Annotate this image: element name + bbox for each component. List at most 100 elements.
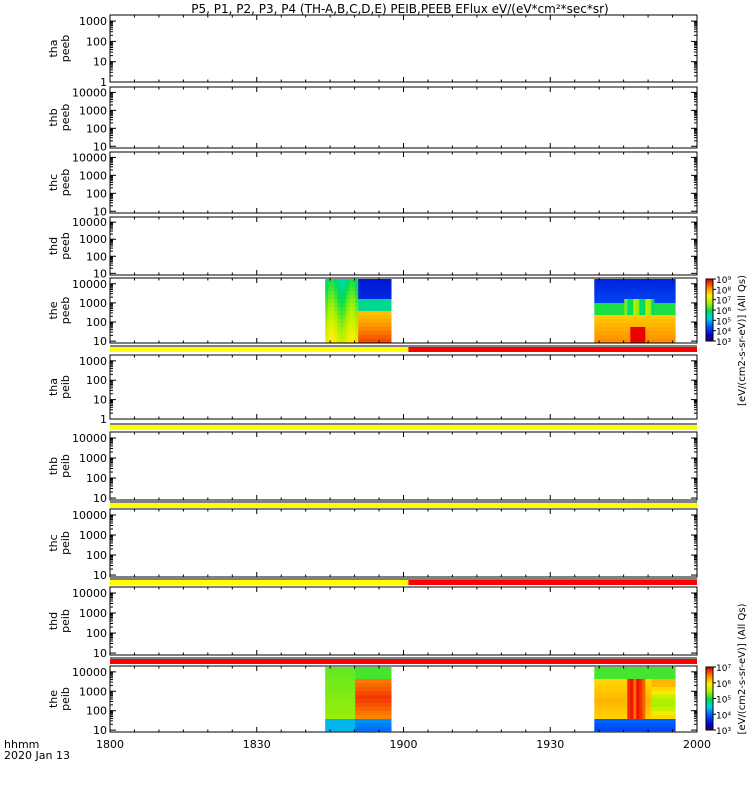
heat-cell xyxy=(597,331,601,336)
heat-cell xyxy=(382,667,386,672)
heat-cell xyxy=(672,331,676,336)
heat-cell xyxy=(343,695,347,700)
heat-cell xyxy=(621,279,625,284)
heat-cell xyxy=(630,339,634,344)
ytick-label: 10000 xyxy=(72,509,107,522)
colorbar-tick-label: 10⁶ xyxy=(716,680,731,690)
heat-cell xyxy=(603,307,607,312)
heat-cell xyxy=(331,331,335,336)
heat-cell xyxy=(367,303,371,308)
heat-cell xyxy=(651,715,655,720)
heat-cell xyxy=(349,683,353,688)
colorbar-cell xyxy=(706,306,713,309)
colorbar-cell xyxy=(706,667,713,670)
heat-cell xyxy=(600,675,604,680)
heat-cell xyxy=(606,307,610,312)
heat-cell xyxy=(648,299,652,304)
heat-cell xyxy=(639,283,643,288)
heat-cell xyxy=(633,675,637,680)
heat-cell xyxy=(331,707,335,712)
heat-cell xyxy=(325,323,329,328)
heat-cell xyxy=(663,727,667,732)
heat-cell xyxy=(379,683,383,688)
heat-cell xyxy=(654,711,658,716)
heat-cell xyxy=(352,331,356,336)
heat-cell xyxy=(660,327,664,332)
heat-cell xyxy=(606,299,610,304)
ytick-label: 10 xyxy=(93,267,107,280)
heat-cell xyxy=(603,671,607,676)
heat-cell xyxy=(373,295,377,300)
heat-cell xyxy=(376,303,380,308)
heat-cell xyxy=(376,331,380,336)
heat-cell xyxy=(603,279,607,284)
heat-cell xyxy=(669,279,673,284)
heat-cell xyxy=(346,283,350,288)
heat-cell xyxy=(376,311,380,316)
heat-cell xyxy=(639,683,643,688)
colorbar-cell xyxy=(706,328,713,331)
heat-cell xyxy=(334,335,338,340)
heat-cell xyxy=(660,723,664,728)
heat-cell xyxy=(382,715,386,720)
heat-cell xyxy=(600,707,604,712)
ytick-label: 1 xyxy=(100,413,107,426)
heat-cell xyxy=(325,667,329,672)
heat-cell xyxy=(370,719,374,724)
heat-cell xyxy=(367,335,371,340)
heat-cell xyxy=(651,319,655,324)
heat-cell xyxy=(609,331,613,336)
heat-cell xyxy=(346,279,350,284)
ytick-label: 1000 xyxy=(79,15,107,28)
heat-cell xyxy=(672,339,676,344)
heat-cell xyxy=(612,335,616,340)
heat-cell xyxy=(373,679,377,684)
heat-cell xyxy=(376,307,380,312)
heat-cell xyxy=(373,299,377,304)
heat-cell xyxy=(648,667,652,672)
heat-cell xyxy=(615,707,619,712)
heat-cell xyxy=(382,671,386,676)
heat-cell xyxy=(346,323,350,328)
heat-cell xyxy=(597,727,601,732)
heat-cell xyxy=(600,691,604,696)
heat-cell xyxy=(639,691,643,696)
heat-cell xyxy=(654,691,658,696)
heat-cell xyxy=(666,279,670,284)
heat-cell xyxy=(346,695,350,700)
heat-cell xyxy=(597,679,601,684)
colorbar-cell xyxy=(706,706,713,709)
heat-cell xyxy=(633,671,637,676)
heat-cell xyxy=(337,667,341,672)
heat-cell xyxy=(370,667,374,672)
heat-cell xyxy=(648,339,652,344)
heat-cell xyxy=(355,691,359,696)
heat-cell xyxy=(331,667,335,672)
heat-cell xyxy=(364,295,368,300)
heat-cell xyxy=(621,287,625,292)
heat-cell xyxy=(621,695,625,700)
heat-cell xyxy=(654,299,658,304)
heat-cell xyxy=(340,327,344,332)
heat-cell xyxy=(370,703,374,708)
heat-cell xyxy=(636,719,640,724)
heat-cell xyxy=(606,711,610,716)
heat-cell xyxy=(615,667,619,672)
colorbar-cell xyxy=(706,292,713,295)
heat-cell xyxy=(651,311,655,316)
heat-cell xyxy=(648,287,652,292)
heat-cell xyxy=(666,667,670,672)
heat-cell xyxy=(615,331,619,336)
heat-cell xyxy=(651,727,655,732)
heat-cell xyxy=(669,667,673,672)
heat-cell xyxy=(364,667,368,672)
heat-cell xyxy=(331,299,335,304)
heat-cell xyxy=(603,311,607,316)
heat-cell xyxy=(630,319,634,324)
heat-cell xyxy=(663,291,667,296)
heat-cell xyxy=(612,679,616,684)
heat-cell xyxy=(615,279,619,284)
heat-cell xyxy=(385,711,389,716)
heat-cell xyxy=(325,703,329,708)
heat-cell xyxy=(340,319,344,324)
